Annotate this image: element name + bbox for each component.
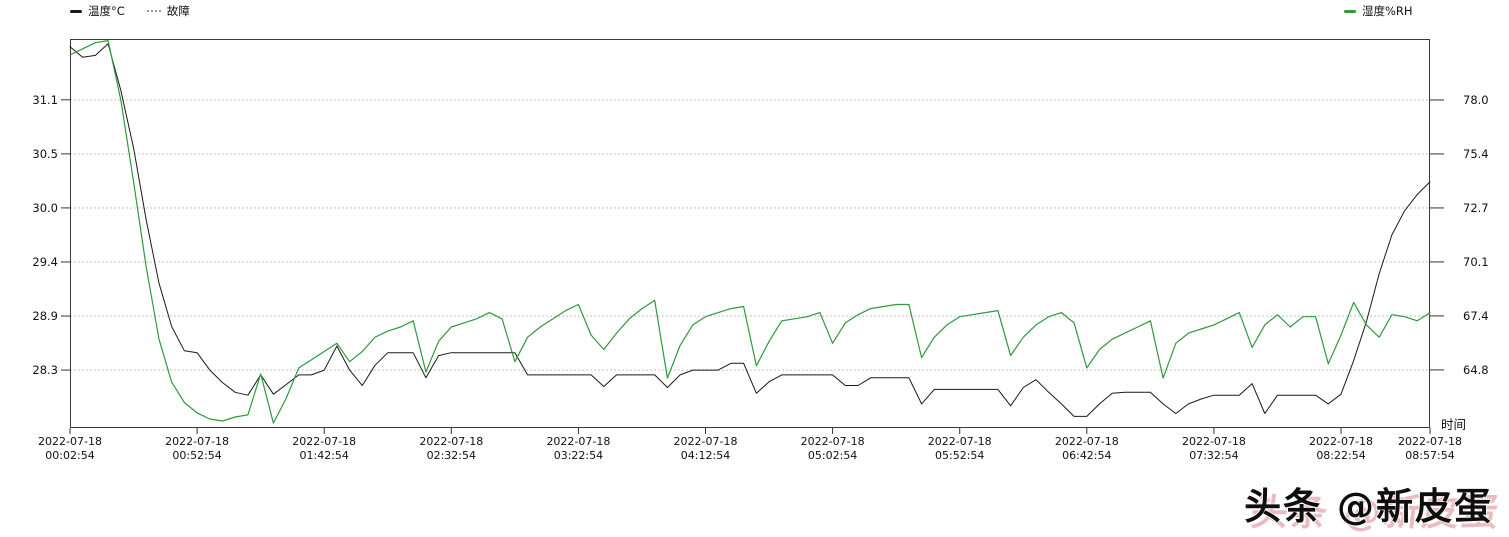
- x-axis-tick-time: 00:52:54: [172, 449, 221, 462]
- x-axis-tick-time: 05:02:54: [808, 449, 857, 462]
- left-axis-tick-label: 29.4: [32, 255, 58, 269]
- series-line-温度°C[interactable]: [69, 43, 1431, 417]
- left-axis-tick-label: 30.5: [32, 147, 58, 161]
- right-axis-tick-label: 67.4: [1463, 309, 1489, 323]
- legend-item-temperature[interactable]: 温度°C: [70, 3, 125, 19]
- right-axis-tick-label: 64.8: [1463, 363, 1489, 377]
- x-axis-tick-time: 03:22:54: [554, 449, 603, 462]
- left-axis-tick-label: 28.9: [32, 309, 58, 323]
- watermark-text: 头条 @新皮蛋: [1243, 484, 1493, 529]
- left-axis-tick-label: 30.0: [32, 201, 58, 215]
- x-axis-tick-time: 07:32:54: [1189, 449, 1238, 462]
- legend-right: 湿度%RH: [1344, 3, 1413, 19]
- x-axis-tick-date: 2022-07-18: [801, 435, 865, 448]
- legend-left: 温度°C 故障: [70, 3, 190, 19]
- left-axis-tick-label: 31.1: [32, 93, 58, 107]
- fault-legend-label: 故障: [166, 4, 190, 18]
- x-axis-tick-time: 08:57:54: [1405, 449, 1454, 462]
- left-axis-tick-label: 28.3: [32, 363, 58, 377]
- x-axis-tick-date: 2022-07-18: [1398, 435, 1462, 448]
- right-axis-tick-label: 78.0: [1463, 93, 1489, 107]
- plot-border: [70, 39, 1430, 428]
- series-line-湿度%RH[interactable]: [69, 39, 1431, 424]
- right-axis-tick-label: 70.1: [1463, 255, 1489, 269]
- x-axis-tick-date: 2022-07-18: [38, 435, 102, 448]
- x-axis-tick-date: 2022-07-18: [165, 435, 229, 448]
- temperature-line-marker-icon: [70, 9, 82, 13]
- x-axis-tick-date: 2022-07-18: [1055, 435, 1119, 448]
- x-axis-tick-time: 06:42:54: [1062, 449, 1111, 462]
- right-axis-tick-label: 75.4: [1463, 147, 1489, 161]
- right-axis-tick-label: 72.7: [1463, 201, 1489, 215]
- x-axis-tick-date: 2022-07-18: [674, 435, 738, 448]
- x-axis-title: 时间: [1441, 417, 1467, 432]
- x-axis-tick-date: 2022-07-18: [1182, 435, 1246, 448]
- x-axis-tick-time: 05:52:54: [935, 449, 984, 462]
- temperature-legend-label: 温度°C: [88, 4, 125, 18]
- legend-item-fault[interactable]: 故障: [146, 3, 190, 19]
- x-axis-tick-time: 02:32:54: [427, 449, 476, 462]
- fault-dots-marker-icon: [146, 10, 161, 12]
- x-axis-tick-time: 04:12:54: [681, 449, 730, 462]
- x-axis-tick-time: 01:42:54: [300, 449, 349, 462]
- legend-item-humidity[interactable]: 湿度%RH: [1344, 3, 1413, 19]
- x-axis-tick-date: 2022-07-18: [292, 435, 356, 448]
- x-axis-tick-time: 08:22:54: [1316, 449, 1365, 462]
- humidity-line-marker-icon: [1344, 9, 1356, 13]
- x-axis-tick-time: 00:02:54: [45, 449, 94, 462]
- x-axis-tick-date: 2022-07-18: [1309, 435, 1373, 448]
- x-axis-tick-date: 2022-07-18: [419, 435, 483, 448]
- humidity-legend-label: 湿度%RH: [1362, 4, 1413, 18]
- x-axis-tick-date: 2022-07-18: [546, 435, 610, 448]
- x-axis-tick-date: 2022-07-18: [928, 435, 992, 448]
